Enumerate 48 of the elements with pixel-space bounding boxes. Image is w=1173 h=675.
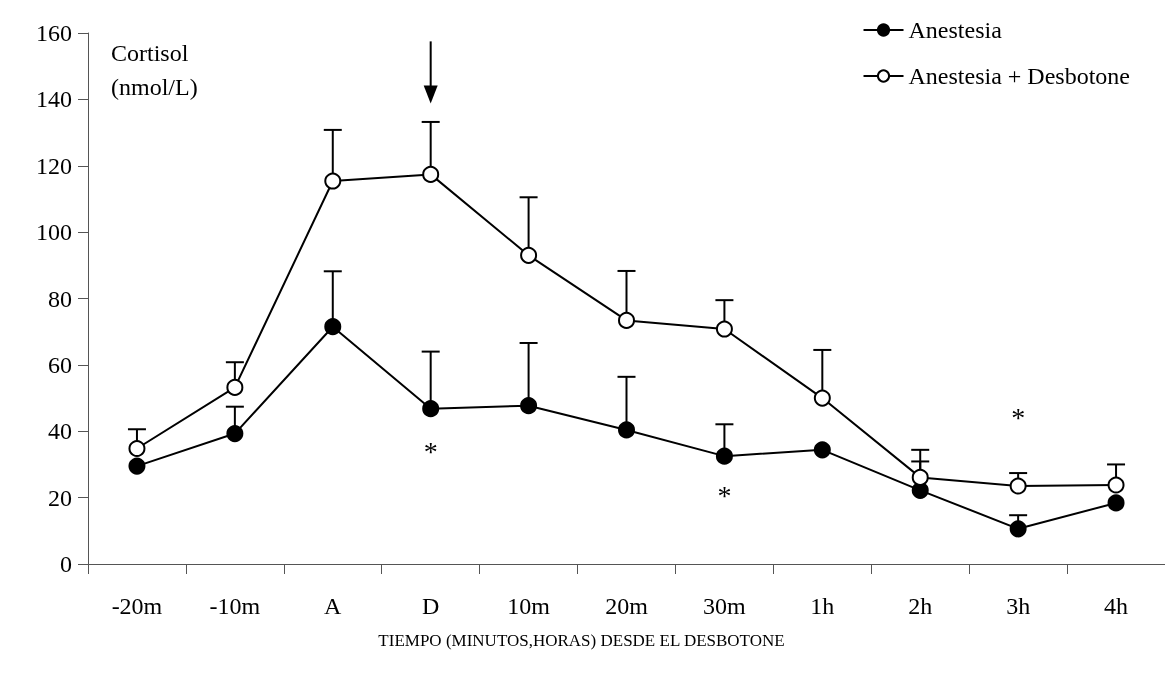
y-tick-label: 40 xyxy=(48,418,72,445)
y-tick-label: 80 xyxy=(48,285,72,312)
point xyxy=(618,311,635,329)
y-tick-label: 60 xyxy=(48,351,72,378)
x-tick-label: 30m xyxy=(703,593,747,619)
x-tick-label: D xyxy=(422,593,440,619)
x-tick-label: 3h xyxy=(1006,593,1031,619)
point xyxy=(1107,476,1125,494)
point xyxy=(813,389,831,407)
y-tick-label: 140 xyxy=(36,86,72,113)
annotation: * xyxy=(423,435,438,467)
point xyxy=(813,441,831,459)
x-tick-label: 4h xyxy=(1104,593,1129,619)
x-tick-label: A xyxy=(324,593,343,619)
point xyxy=(618,421,635,439)
legend-label: Anestesia + Desbotone xyxy=(908,63,1130,89)
x-tick-label: 2h xyxy=(908,593,933,619)
y-tick-label: 160 xyxy=(36,20,72,46)
point xyxy=(128,457,146,475)
x-tick-label: -20m xyxy=(111,593,163,619)
x-axis-title: TIEMPO (MINUTOS,HORAS) DESDE EL DESBOTONE xyxy=(378,631,785,650)
point xyxy=(422,165,440,183)
x-tick-label: 10m xyxy=(507,593,551,619)
x-tick-label: 1h xyxy=(810,593,835,619)
point xyxy=(422,400,440,418)
y-tick-label: 100 xyxy=(36,219,72,246)
annotation: * xyxy=(717,480,732,512)
y-tick-label: 0 xyxy=(60,551,72,577)
point xyxy=(715,320,733,338)
point xyxy=(520,246,538,264)
point xyxy=(226,425,244,443)
point xyxy=(128,440,146,457)
point xyxy=(324,318,342,336)
y-tick-label: 20 xyxy=(48,484,72,511)
point xyxy=(1009,477,1027,495)
y-axis-title: Cortisol (nmol/L) xyxy=(111,40,198,100)
point xyxy=(226,378,244,396)
point xyxy=(911,468,929,486)
point xyxy=(715,447,733,465)
x-tick-label: -10m xyxy=(209,593,261,619)
point xyxy=(520,397,538,415)
y-tick-label: 120 xyxy=(36,152,72,179)
point xyxy=(1107,494,1125,512)
point xyxy=(1009,520,1027,538)
x-tick-label: 20m xyxy=(605,593,649,619)
legend-label: Anestesia xyxy=(908,17,1003,43)
point xyxy=(324,172,342,190)
annotation: * xyxy=(1011,402,1026,434)
